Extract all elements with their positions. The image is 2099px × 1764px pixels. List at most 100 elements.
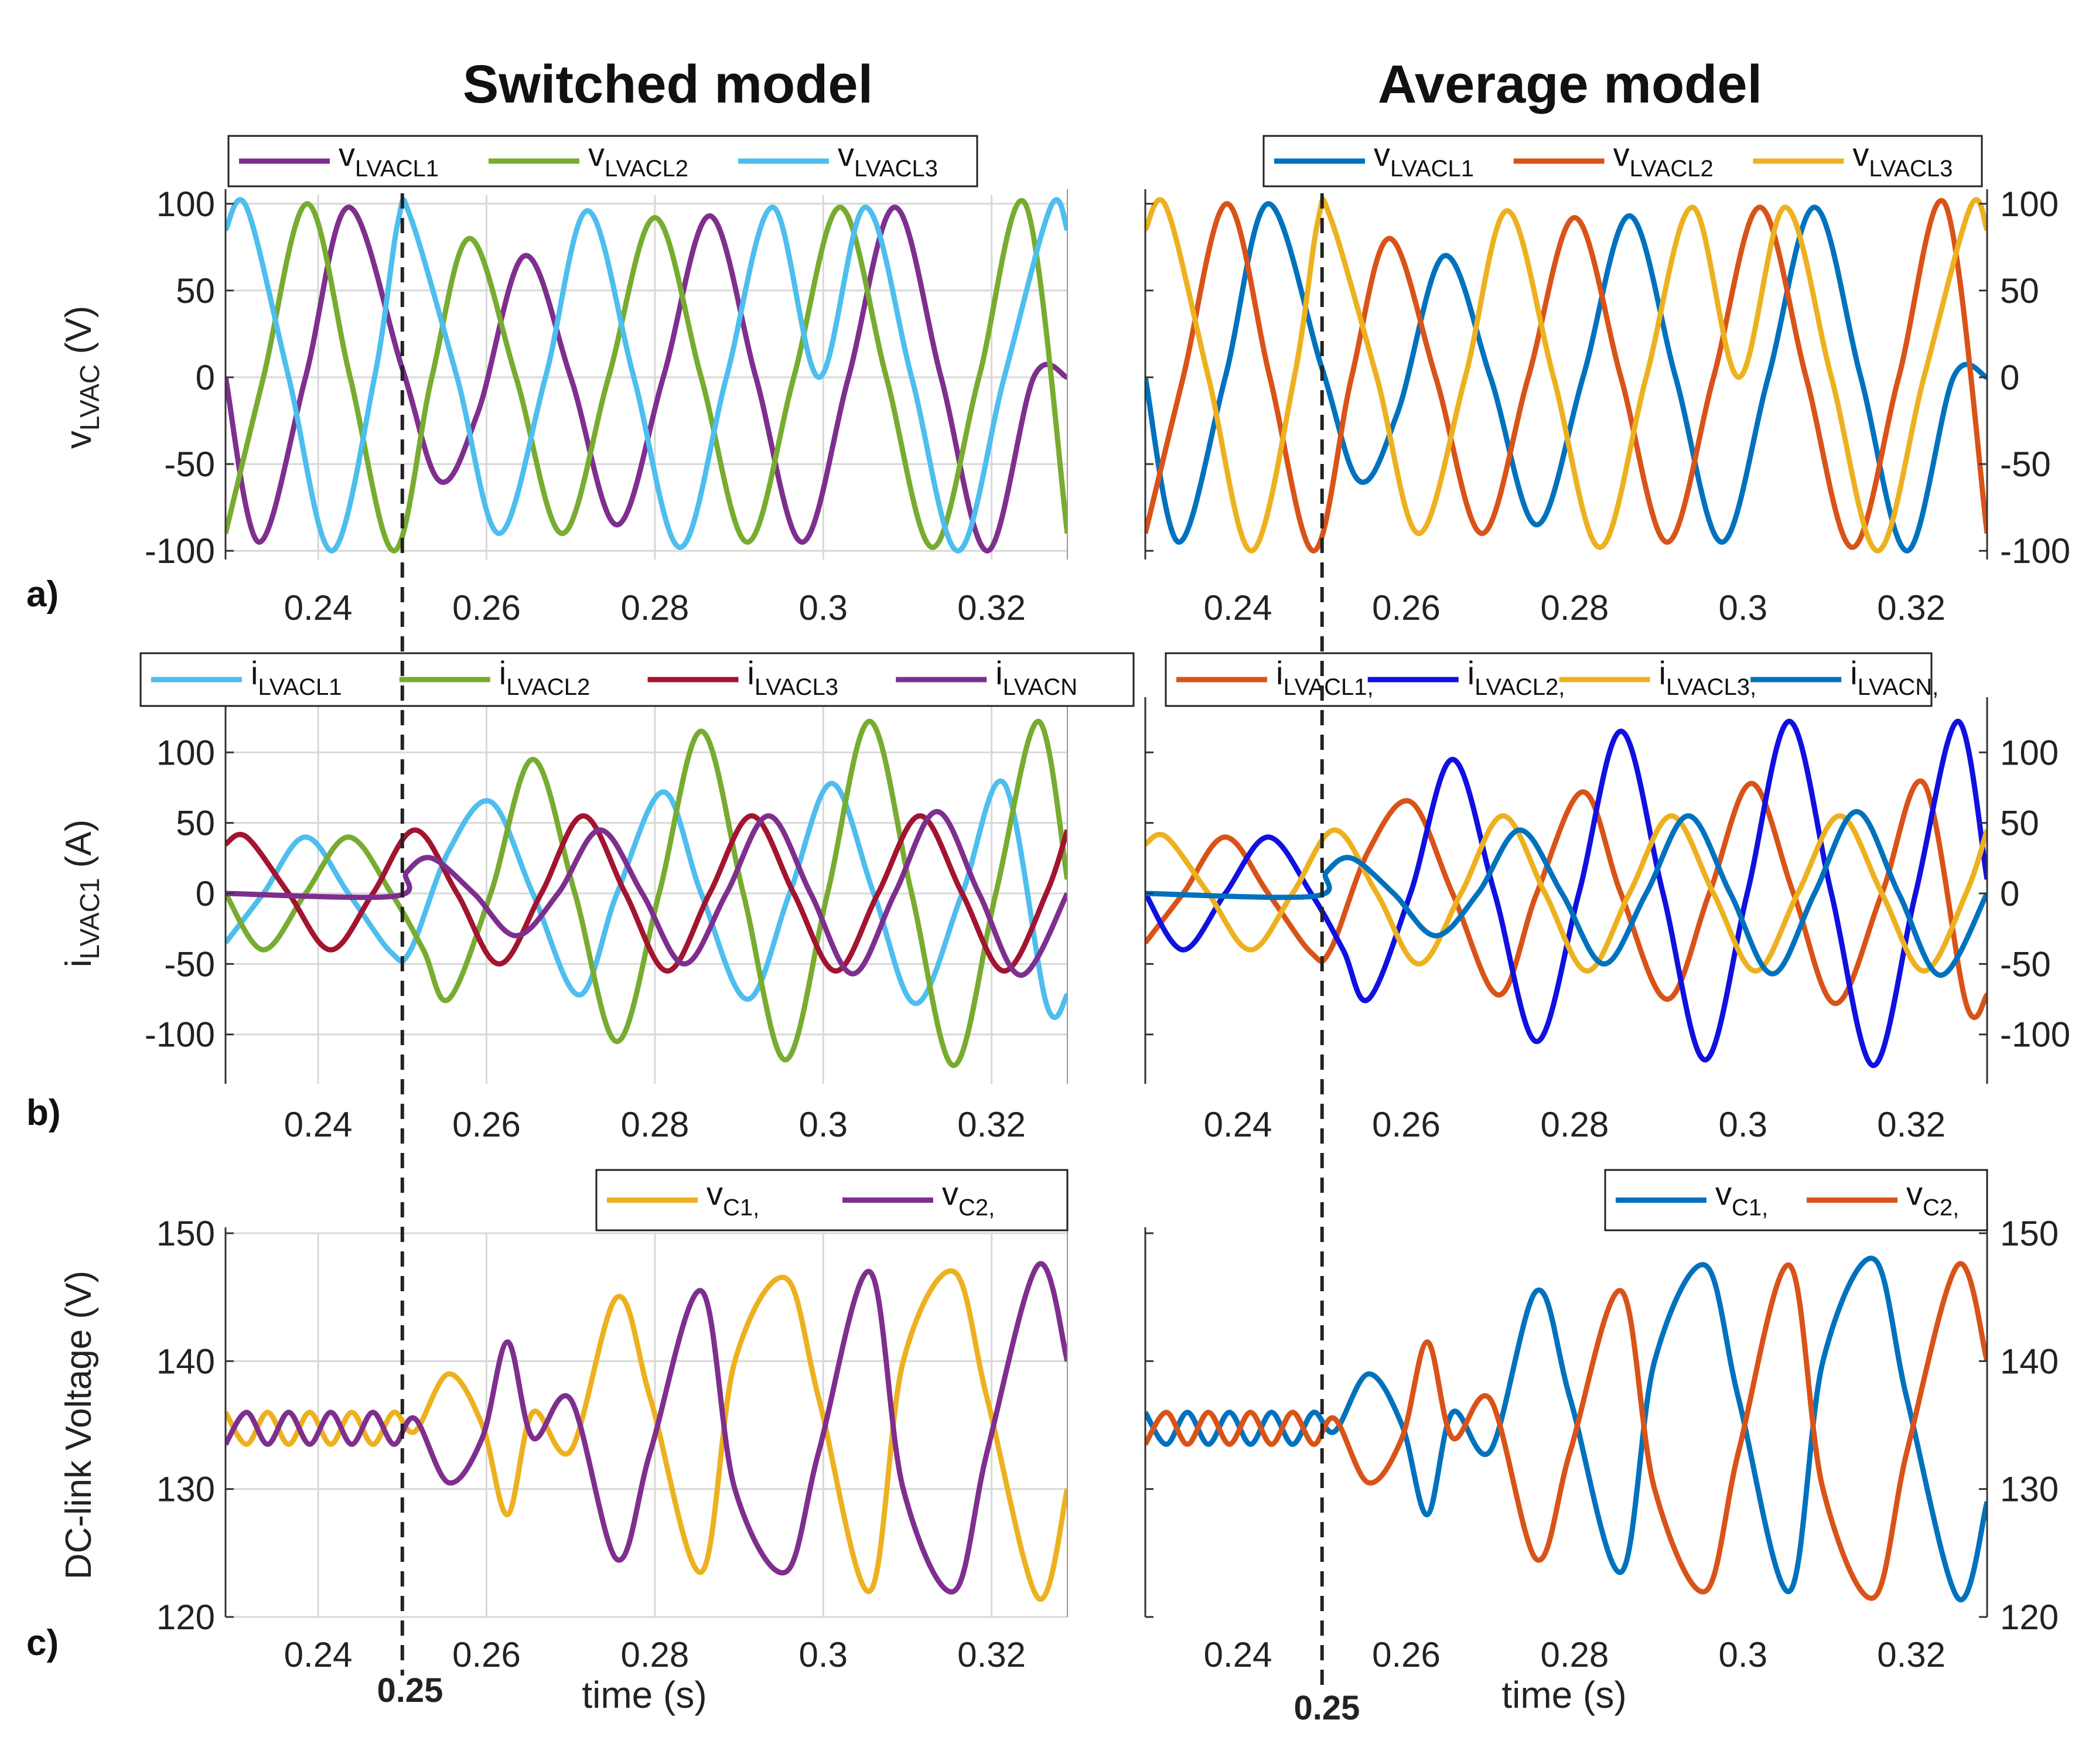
legend-label-0: vC1,	[1715, 1175, 1768, 1221]
series-line-1	[1145, 198, 1987, 554]
x-tick-label-0: 0.24	[1204, 588, 1272, 627]
x-tick-label-1: 0.26	[452, 1635, 521, 1674]
y-axis-label: iLVAC1 (A)	[59, 820, 105, 968]
legend-label-0: vLVACL1	[339, 136, 439, 182]
x-tick-label-0: 0.24	[1204, 1105, 1272, 1144]
y-tick-label-0: -100	[2000, 1015, 2070, 1055]
panel-label-b: b)	[26, 1093, 61, 1133]
chart-a-average: -100 -50 0 50 100 0.24 0.26 0.28 0.3 0.32 vLVACL1 v…	[1144, 135, 2070, 627]
y-tick-label-3: 50	[176, 804, 215, 843]
y-tick-label-0: -100	[145, 531, 215, 571]
series-line-1	[226, 198, 1067, 554]
x-tick-label-2: 0.28	[620, 1635, 689, 1674]
x-tick-label-2: 0.28	[620, 1105, 689, 1144]
legend-label-2: iLVACL3	[748, 654, 839, 700]
series-line-1	[1145, 718, 1987, 1069]
legend-label-2: iLVACL3,	[1659, 654, 1757, 700]
x-tick-label-4: 0.32	[1877, 588, 1946, 627]
legend-label-0: iLVACL1	[251, 654, 342, 700]
x-tick-label-3: 0.3	[1719, 1105, 1767, 1144]
legend-label-1: vLVACL2	[1613, 136, 1714, 182]
y-axis-label: DC-link Voltage (V)	[59, 1271, 99, 1579]
y-tick-label-3: 50	[2000, 271, 2039, 311]
plot-area: -100 -50 0 50 100 0.24 0.26 0.28 0.3 0.32 vLVAC (V…	[59, 135, 2070, 1687]
x-tick-label-0: 0.24	[284, 1635, 353, 1674]
legend-label-0: vLVACL1	[1374, 136, 1474, 182]
y-tick-label-3: 50	[176, 271, 215, 311]
y-tick-label-1: 130	[2000, 1470, 2059, 1509]
x-tick-label-1: 0.26	[452, 588, 521, 627]
legend-label-1: iLVACL2	[499, 654, 591, 700]
y-tick-label-1: -50	[2000, 944, 2051, 984]
x-tick-label-0: 0.24	[284, 588, 353, 627]
switched-model-title: Switched model	[463, 54, 873, 114]
panel-label-a: a)	[26, 574, 59, 615]
legend-label-0: iLVACL1,	[1276, 654, 1374, 700]
y-tick-label-3: 150	[2000, 1214, 2059, 1253]
series-line-0	[1145, 1255, 1987, 1603]
y-tick-label-2: 0	[2000, 874, 2019, 913]
legend-label-2: vLVACL3	[1852, 136, 1953, 182]
legend-label-3: iLVACN	[995, 654, 1077, 700]
series-line-2	[226, 197, 1067, 554]
x-tick-label-3: 0.3	[799, 588, 848, 627]
y-tick-label-3: 50	[2000, 804, 2039, 843]
x-axis-label-average: time (s)	[1501, 1674, 1626, 1716]
series-line-3	[226, 808, 1067, 978]
y-tick-label-2: 0	[196, 358, 215, 397]
legend-box	[227, 135, 978, 187]
y-tick-label-2: 0	[196, 874, 215, 913]
legend-label-1: vC2,	[942, 1175, 995, 1221]
event-marker-label-average: 0.25	[1294, 1689, 1360, 1727]
chart-b-switched: -100 -50 0 50 100 0.24 0.26 0.28 0.3 0.32 iLVAC1 (…	[59, 652, 1135, 1144]
y-tick-label-0: -100	[145, 1015, 215, 1055]
y-tick-label-1: -50	[164, 944, 215, 984]
y-tick-label-1: -50	[2000, 445, 2051, 484]
y-tick-label-2: 140	[2000, 1342, 2059, 1381]
legend-label-3: iLVACN,	[1850, 654, 1938, 700]
x-axis-label-switched: time (s)	[582, 1674, 707, 1716]
y-tick-label-4: 100	[156, 733, 215, 772]
series-line-1	[1145, 1261, 1987, 1601]
panel-label-c: c)	[26, 1623, 59, 1663]
legend-label-0: vC1,	[707, 1175, 759, 1221]
y-tick-label-4: 100	[156, 185, 215, 224]
x-tick-label-2: 0.28	[1540, 1105, 1609, 1144]
legend-label-1: vC2,	[1906, 1175, 1959, 1221]
event-marker-label-switched: 0.25	[377, 1671, 443, 1710]
y-tick-label-0: 120	[156, 1598, 215, 1637]
x-tick-label-2: 0.28	[1540, 1635, 1609, 1674]
x-tick-label-4: 0.32	[1877, 1105, 1946, 1144]
y-tick-label-1: -50	[164, 445, 215, 484]
chart-a-switched: -100 -50 0 50 100 0.24 0.26 0.28 0.3 0.32 vLVAC (V…	[59, 135, 1068, 627]
x-tick-label-3: 0.3	[799, 1635, 848, 1674]
x-tick-label-4: 0.32	[957, 1635, 1026, 1674]
legend-label-1: vLVACL2	[588, 136, 688, 182]
legend-label-1: iLVACL2,	[1467, 654, 1565, 700]
x-tick-label-1: 0.26	[1372, 1635, 1441, 1674]
x-tick-label-1: 0.26	[1372, 1105, 1441, 1144]
y-tick-label-3: 150	[156, 1214, 215, 1253]
average-model-title: Average model	[1378, 54, 1762, 114]
y-tick-label-4: 100	[2000, 185, 2059, 224]
series-line-1	[226, 718, 1067, 1069]
x-tick-label-3: 0.3	[799, 1105, 848, 1144]
chart-b-average: -100 -50 0 50 100 0.24 0.26 0.28 0.3 0.32 iLVACL1,…	[1144, 652, 2070, 1144]
series-line-2	[1145, 197, 1987, 554]
x-tick-label-4: 0.32	[957, 588, 1026, 627]
x-tick-label-1: 0.26	[1372, 588, 1441, 627]
series-line-0	[226, 1268, 1067, 1602]
y-tick-label-4: 100	[2000, 733, 2059, 772]
legend-label-2: vLVACL3	[838, 136, 938, 182]
chart-c-average: 120 130 140 150 0.24 0.26 0.28 0.3 0.32 vC1, vC2,	[1144, 1169, 2059, 1674]
x-tick-label-3: 0.3	[1719, 588, 1767, 627]
x-tick-label-2: 0.28	[620, 588, 689, 627]
series-line-3	[1145, 808, 1987, 978]
y-tick-label-0: 120	[2000, 1598, 2059, 1637]
y-tick-label-2: 0	[2000, 358, 2019, 397]
x-tick-label-0: 0.24	[284, 1105, 353, 1144]
y-axis-label: vLVAC (V)	[59, 306, 105, 449]
y-tick-label-1: 130	[156, 1470, 215, 1509]
x-tick-label-4: 0.32	[957, 1105, 1026, 1144]
